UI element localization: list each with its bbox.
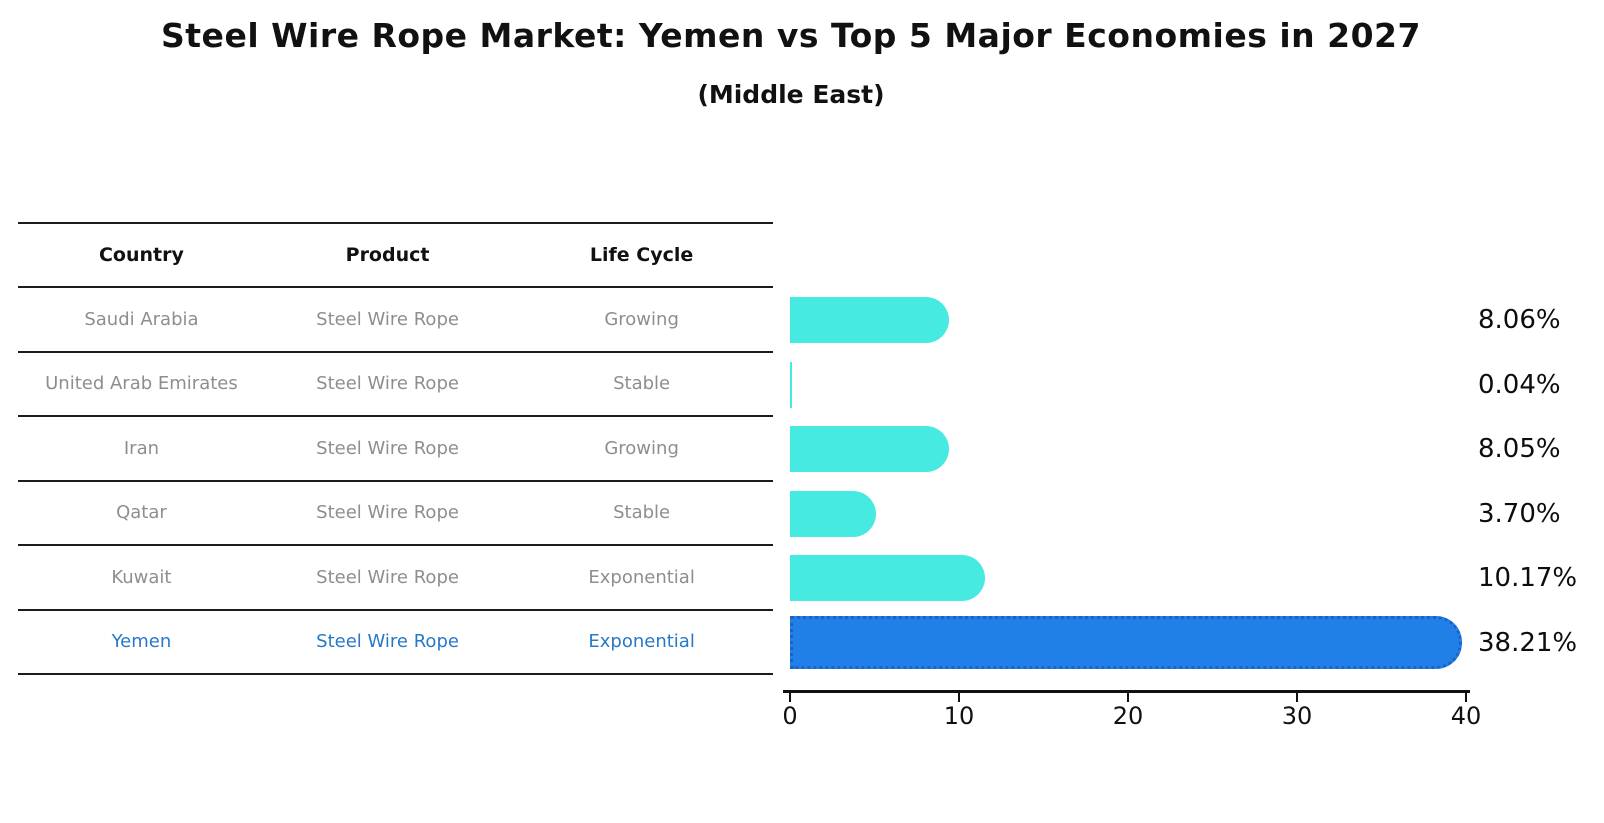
column-header-product: Product xyxy=(345,244,430,266)
table-row: Kuwait Steel Wire Rope Exponential xyxy=(18,546,773,611)
chart-title: Steel Wire Rope Market: Yemen vs Top 5 M… xyxy=(161,16,1421,55)
bar-value-label: 10.17% xyxy=(1478,563,1578,594)
x-axis-line xyxy=(783,690,1470,693)
table-cell-life-cycle: Exponential xyxy=(588,631,695,653)
x-tick-label: 20 xyxy=(1112,702,1144,730)
table-cell-product: Steel Wire Rope xyxy=(316,566,459,588)
bar-value-label: 3.70% xyxy=(1478,498,1561,529)
table-cell-product: Steel Wire Rope xyxy=(316,437,459,459)
chart-subtitle: (Middle East) xyxy=(697,80,885,109)
table-cell-product: Steel Wire Rope xyxy=(316,631,459,653)
table-cell-country: Yemen xyxy=(111,631,172,653)
x-tick-label: 10 xyxy=(943,702,975,730)
column-header-life-cycle: Life Cycle xyxy=(589,244,694,266)
table-cell-country: Saudi Arabia xyxy=(84,308,199,330)
bar-value-label: 8.06% xyxy=(1478,305,1561,336)
table-row: Iran Steel Wire Rope Growing xyxy=(18,417,773,482)
x-tick-mark xyxy=(1127,693,1129,702)
bar-value-label: 0.04% xyxy=(1478,369,1561,400)
table-cell-country: Qatar xyxy=(116,502,167,524)
bar-kuwait xyxy=(790,555,985,602)
table-cell-country: Iran xyxy=(123,437,160,459)
x-tick-label: 30 xyxy=(1281,702,1313,730)
bar-united-arab-emirates xyxy=(790,361,792,408)
table-cell-life-cycle: Growing xyxy=(604,308,679,330)
bar-qatar xyxy=(790,490,876,537)
table-row: Yemen Steel Wire Rope Exponential xyxy=(18,611,773,675)
table-cell-product: Steel Wire Rope xyxy=(316,308,459,330)
bar-value-label: 38.21% xyxy=(1478,627,1578,658)
column-header-country: Country xyxy=(98,244,184,266)
bar-iran xyxy=(790,426,950,473)
bar-highlight-yemen xyxy=(790,616,1462,670)
table-row: United Arab Emirates Steel Wire Rope Stabl… xyxy=(18,353,773,417)
bar-value-label: 8.05% xyxy=(1478,434,1561,465)
table-header-row: Country Product Life Cycle xyxy=(18,222,773,288)
x-tick-mark xyxy=(789,693,791,702)
table-cell-life-cycle: Exponential xyxy=(588,566,695,588)
x-tick-mark xyxy=(1296,693,1298,702)
table-cell-life-cycle: Growing xyxy=(604,437,679,459)
table-cell-country: United Arab Emirates xyxy=(45,373,238,395)
bar-saudi-arabia xyxy=(790,297,950,344)
table-cell-product: Steel Wire Rope xyxy=(316,502,459,524)
x-tick-mark xyxy=(958,693,960,702)
table-cell-life-cycle: Stable xyxy=(613,502,671,524)
table-row: Saudi Arabia Steel Wire Rope Growing xyxy=(18,288,773,353)
table-cell-product: Steel Wire Rope xyxy=(316,373,459,395)
x-tick-label: 40 xyxy=(1450,702,1482,730)
table-row: Qatar Steel Wire Rope Stable xyxy=(18,482,773,546)
x-tick-mark xyxy=(1465,693,1467,702)
table-cell-life-cycle: Stable xyxy=(613,373,671,395)
x-tick-label: 0 xyxy=(782,702,798,730)
table-cell-country: Kuwait xyxy=(111,566,172,588)
